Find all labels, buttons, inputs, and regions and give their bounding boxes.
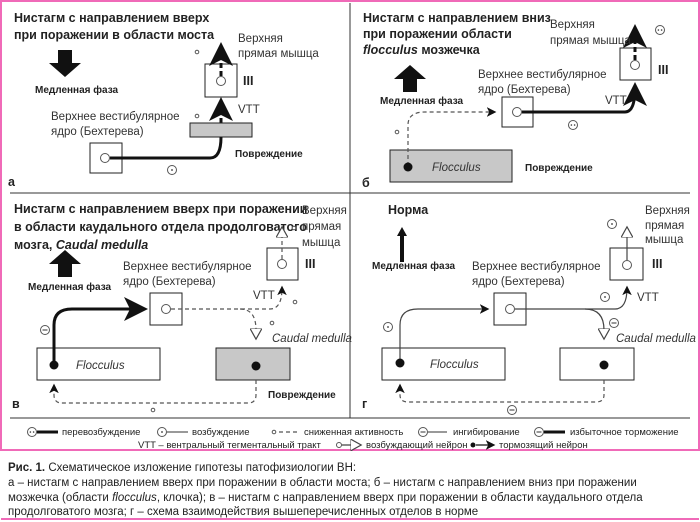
muscle-label: Верхняя xyxy=(238,33,283,45)
flocculus-label: Flocculus xyxy=(76,360,125,372)
lesion-label: Повреждение xyxy=(525,163,593,174)
vtt-label: VTT xyxy=(637,292,659,304)
panel-title: мозга, Caudal medulla xyxy=(14,238,148,252)
panel-title: Нистагм с направлением вверх при поражен… xyxy=(14,202,307,216)
up-arrow-icon xyxy=(49,250,81,277)
svg-text:мозжечка (области flocculus, к: мозжечка (области flocculus, клочка); в … xyxy=(8,492,643,504)
slow-phase-label: Медленная фаза xyxy=(380,95,464,107)
muscle-label: прямая мышца xyxy=(238,48,319,60)
frame xyxy=(0,0,700,451)
nucleus-label: Верхнее вестибулярное xyxy=(51,111,180,123)
caudal-medulla-label: Caudal medulla xyxy=(616,333,696,345)
svg-text:а – нистагм с направлением вве: а – нистагм с направлением вверх при пор… xyxy=(8,477,637,489)
panel-title: Нистагм с направлением вниз xyxy=(363,11,551,25)
legend-item: возбуждение xyxy=(192,427,249,438)
slow-phase-label: Медленная фаза xyxy=(372,260,456,272)
legend-item: тормозящий нейрон xyxy=(499,440,588,451)
down-arrow-icon xyxy=(49,50,81,77)
muscle-label: мышца xyxy=(302,237,341,249)
lesion-label: Повреждение xyxy=(235,149,303,160)
nucleus-label: ядро (Бехтерева) xyxy=(123,276,216,288)
nucleus-label: ядро (Бехтерева) xyxy=(472,276,565,288)
panel-title: в области каудального отдела продолговат… xyxy=(14,220,307,234)
vtt-label: VTT xyxy=(238,104,260,116)
nucleus-iii-label: III xyxy=(305,257,315,271)
panel-letter: б xyxy=(362,176,370,190)
panel-c: Нистагм с направлением вверх при поражен… xyxy=(12,202,352,413)
vtt-label: VTT xyxy=(253,290,275,302)
lesion-label: Повреждение xyxy=(268,390,336,401)
panel-title: Нистагм с направлением вверх xyxy=(14,11,209,25)
caudal-medulla-box xyxy=(559,347,635,381)
nucleus-label: ядро (Бехтерева) xyxy=(51,126,144,138)
legend-item: сниженная активность xyxy=(304,427,403,438)
panel-title: Норма xyxy=(388,203,429,217)
panel-letter: в xyxy=(12,397,20,411)
up-arrow-icon xyxy=(394,65,426,92)
slow-phase-label: Медленная фаза xyxy=(28,281,112,293)
muscle-label: прямая xyxy=(645,220,684,232)
nucleus-label: ядро (Бехтерева) xyxy=(478,84,571,96)
svg-text:Рис. 1. Схематическое изложени: Рис. 1. Схематическое изложение гипотезы… xyxy=(8,462,356,474)
figure-caption: Рис. 1. Схематическое изложение гипотезы… xyxy=(8,462,643,518)
nucleus-label: Верхнее вестибулярное xyxy=(478,69,607,81)
up-arrow-icon xyxy=(397,227,407,262)
legend-item: перевозбуждение xyxy=(62,427,140,438)
vtt-label: VTT xyxy=(605,95,627,107)
legend-item: ингибирование xyxy=(453,427,520,438)
pathway xyxy=(110,136,223,160)
legend-item: VTT – вентральный тегментальный тракт xyxy=(138,440,322,451)
muscle-label: Верхняя xyxy=(645,205,690,217)
flocculus-label: Flocculus xyxy=(430,359,479,371)
slow-phase-label: Медленная фаза xyxy=(35,84,119,96)
nucleus-iii-label: III xyxy=(243,74,253,88)
muscle-label: мышца xyxy=(645,234,684,246)
flocculus-label: Flocculus xyxy=(432,162,481,174)
panel-title: при поражении в области моста xyxy=(14,28,215,42)
muscle-label: Верхняя xyxy=(302,205,347,217)
muscle-label: Верхняя xyxy=(550,19,595,31)
muscle-label: прямая xyxy=(302,221,341,233)
nucleus-label: Верхнее вестибулярное xyxy=(472,261,601,273)
panel-title: при поражении области xyxy=(363,27,512,41)
svg-text:продолговатого мозга; г – схем: продолговатого мозга; г – схема взаимоде… xyxy=(8,506,478,518)
panel-title: flocculus мозжечка xyxy=(363,43,481,57)
legend: перевозбуждение возбуждение сниженная ак… xyxy=(27,427,679,451)
muscle-label: прямая мышца xyxy=(550,35,631,47)
lesion-box xyxy=(189,122,253,138)
nucleus-iii-label: III xyxy=(658,63,668,77)
panel-b: Нистагм с направлением вниз при поражени… xyxy=(362,11,668,190)
panel-letter: г xyxy=(362,397,367,411)
legend-item: возбуждающий нейрон xyxy=(366,440,467,451)
panel-a: Нистагм с направлением вверх при поражен… xyxy=(8,11,319,189)
nucleus-label: Верхнее вестибулярное xyxy=(123,261,252,273)
neuron xyxy=(216,76,226,86)
panel-d: Норма Медленная фаза Верхнее вестибулярн… xyxy=(362,203,696,415)
legend-item: избыточное торможение xyxy=(570,427,679,438)
panel-letter: а xyxy=(8,175,16,189)
caudal-medulla-label: Caudal medulla xyxy=(272,333,352,345)
nucleus-iii-label: III xyxy=(652,257,662,271)
